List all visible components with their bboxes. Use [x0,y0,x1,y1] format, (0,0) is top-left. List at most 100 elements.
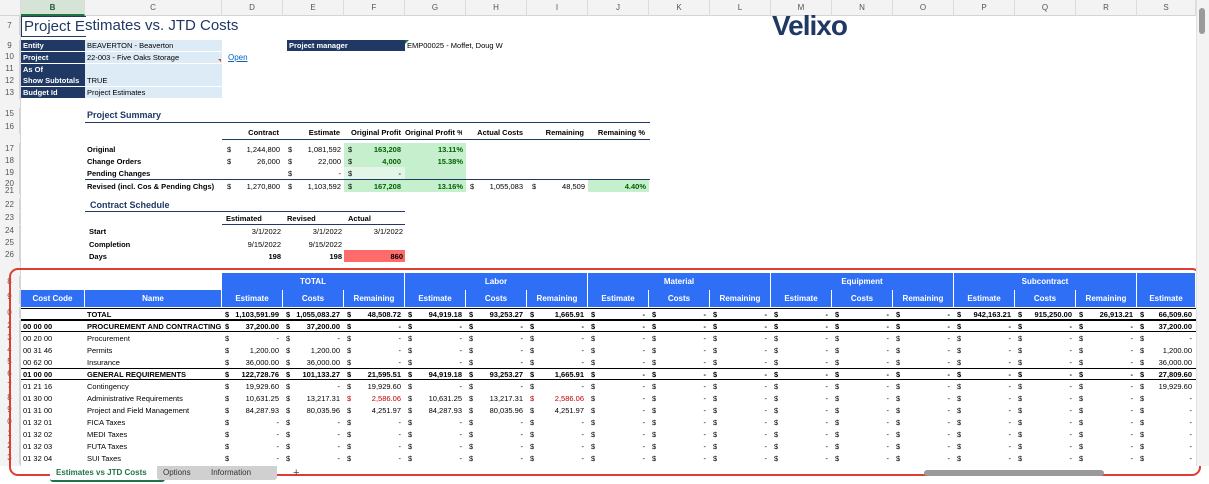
add-sheet-button[interactable]: + [293,467,300,479]
param-value[interactable]: BEAVERTON - Beaverton [85,40,222,51]
row-header-11[interactable]: 11 [0,63,20,75]
open-link[interactable]: Open [228,53,248,62]
param-value[interactable] [85,63,222,75]
cost-code: 00 20 00 [23,334,53,343]
grid-column-header[interactable]: Cost Code [21,290,85,307]
currency-sign: $ [286,322,291,331]
column-header-p[interactable]: P [954,0,1015,16]
column-header-i[interactable]: I [527,0,588,16]
row-bottom-border [21,331,1196,332]
row-header-13[interactable]: 13 [0,87,20,99]
row-header-22[interactable]: 22 [0,199,20,211]
grid-column-header[interactable]: Costs [1015,290,1076,307]
sheet-tab[interactable]: Options [157,466,212,480]
currency-sign: $ [591,406,596,415]
row-header-16[interactable]: 16 [0,120,20,134]
row-header-9[interactable]: 9 [0,40,20,51]
grid-column-header[interactable]: Remaining [710,290,771,307]
row-header-21[interactable]: 21 [0,187,20,195]
param-value[interactable]: 22-003 - Five Oaks Storage [85,51,222,63]
grid-value: 36,000.00 [1158,358,1192,367]
row-header-18[interactable]: 18 [0,155,20,167]
grid-column-header[interactable]: Estimate [588,290,649,307]
grid-column-header[interactable]: Costs [649,290,710,307]
grid-value: - [764,322,768,331]
grid-column-header[interactable]: Estimate [1137,290,1196,307]
row-header-15[interactable]: 15 [0,108,20,120]
grid-value: - [825,358,829,367]
row-header-26[interactable]: 26 [0,249,20,261]
param-value[interactable]: TRUE [85,75,222,87]
grid-group-header: Equipment [771,273,954,290]
grid-column-header[interactable]: Costs [832,290,893,307]
grid-column-header[interactable]: Estimate [954,290,1015,307]
grid-column-header[interactable]: Estimate [222,290,283,307]
grid-value: 48,508.72 [367,310,401,319]
column-header-f[interactable]: F [344,0,405,16]
row-header-24[interactable]: 24 [0,225,20,237]
grid-column-header[interactable]: Name [85,290,222,307]
currency-sign: $ [225,454,230,463]
row-header-17[interactable]: 17 [0,143,20,155]
profit-pct-bg [405,155,466,167]
grid-group-header: Labor [405,273,588,290]
cost-name: FUTA Taxes [87,442,128,451]
column-header-k[interactable]: K [649,0,710,16]
vertical-scroll-thumb[interactable] [1199,8,1205,34]
grid-column-header[interactable]: Remaining [344,290,405,307]
column-header-g[interactable]: G [405,0,466,16]
row-header-10[interactable]: 10 [0,51,20,63]
column-header-s[interactable]: S [1137,0,1196,16]
row-header-25[interactable]: 25 [0,237,20,249]
currency-sign: $ [835,334,840,343]
currency-sign: $ [896,430,901,439]
column-header-r[interactable]: R [1076,0,1137,16]
currency-sign: $ [652,418,657,427]
row-header-12[interactable]: 12 [0,75,20,87]
currency-sign: $ [225,310,230,319]
row-header-20[interactable]: 20 [0,179,20,188]
grid-column-header[interactable]: Remaining [527,290,588,307]
grid-value: - [581,442,585,451]
column-header-m[interactable]: M [771,0,832,16]
grid-column-header[interactable]: Costs [283,290,344,307]
grid-column-header[interactable]: Estimate [771,290,832,307]
column-header-j[interactable]: J [588,0,649,16]
row-bottom-border [21,319,1196,320]
summary-header: Estimate [308,128,340,137]
column-header-b[interactable]: B [21,0,85,16]
project-manager-value[interactable]: EMP00025 - Moffet, Doug W [407,41,503,50]
column-header-e[interactable]: E [283,0,344,16]
vertical-scrollbar[interactable] [1196,0,1209,466]
grid-column-header[interactable]: Costs [466,290,527,307]
horizontal-scroll-thumb[interactable] [924,470,1104,476]
grid-column-header[interactable]: Remaining [1076,290,1137,307]
param-value[interactable]: Project Estimates [85,87,222,99]
grid-value: - [1008,418,1012,427]
grid-value: - [581,322,585,331]
grid-value: - [825,310,829,319]
column-header-n[interactable]: N [832,0,893,16]
grid-column-header[interactable]: Remaining [893,290,954,307]
row-header-7[interactable]: 7 [0,16,20,35]
row-header-19[interactable]: 19 [0,167,20,179]
column-header-d[interactable]: D [222,0,283,16]
grid-value: - [886,382,890,391]
grid-column-header[interactable]: Estimate [405,290,466,307]
column-header-q[interactable]: Q [1015,0,1076,16]
currency-sign: $ [288,182,293,191]
sheet-tab[interactable]: Estimates vs JTD Costs [50,466,165,482]
column-header-c[interactable]: C [85,0,222,16]
currency-sign: $ [408,430,413,439]
grid-value: - [398,454,402,463]
grid-value: 19,929.60 [1158,382,1192,391]
column-header-l[interactable]: L [710,0,771,16]
grid-value: 101,133.27 [302,370,340,379]
report-title[interactable]: Project E [21,16,86,37]
row-header-23[interactable]: 23 [0,212,20,224]
select-all-corner[interactable] [0,0,21,16]
column-header-o[interactable]: O [893,0,954,16]
currency-sign: $ [591,370,596,379]
column-header-h[interactable]: H [466,0,527,16]
sheet-tab[interactable]: Information [205,466,277,480]
